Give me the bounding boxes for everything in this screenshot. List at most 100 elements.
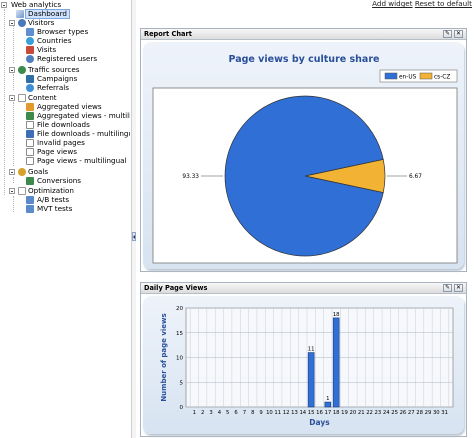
x-tick-label: 22 bbox=[366, 410, 373, 416]
tree-item-label: Optimization bbox=[28, 186, 74, 195]
tree-item-label: Page views bbox=[37, 147, 77, 156]
daily-page-views-widget: Daily Page Views ✎ ✕ 0 5 10 15 20 1 2 3 4 5 6 7 8 9 10… bbox=[140, 282, 467, 437]
y-tick-label: 5 bbox=[180, 380, 184, 386]
report-chart-widget: Report Chart ✎ ✕ Page views by culture s… bbox=[140, 28, 467, 272]
tree-item-label: Visits bbox=[37, 45, 57, 54]
collapse-toggle[interactable] bbox=[9, 188, 15, 194]
x-tick-label: 15 bbox=[308, 410, 315, 416]
y-tick-label: 0 bbox=[180, 405, 184, 411]
tree-item-label: Campaigns bbox=[37, 74, 78, 83]
page-icon bbox=[26, 148, 34, 156]
x-tick-label: 4 bbox=[218, 410, 222, 416]
page-icon bbox=[26, 139, 34, 147]
x-tick-label: 9 bbox=[259, 410, 262, 416]
bar-value-label: 1 bbox=[326, 396, 329, 402]
widget-header: Report Chart ✎ ✕ bbox=[141, 29, 466, 40]
widget-title: Daily Page Views bbox=[144, 284, 208, 292]
legend-label: cs-CZ bbox=[434, 75, 450, 81]
dashboard-toolbar: Add widget Reset to default bbox=[372, 0, 472, 8]
tree-item-label: Countries bbox=[37, 36, 72, 45]
x-tick-label: 19 bbox=[341, 410, 348, 416]
bar-value-label: 11 bbox=[308, 347, 315, 353]
x-tick-label: 27 bbox=[408, 410, 415, 416]
x-tick-label: 14 bbox=[299, 410, 306, 416]
legend-swatch bbox=[419, 72, 433, 80]
tree-item-label: File downloads bbox=[37, 120, 90, 129]
x-axis-label: Days bbox=[309, 418, 330, 427]
wrench-icon[interactable]: ✎ bbox=[443, 30, 452, 38]
tree-item-label: Aggregated views bbox=[37, 102, 102, 111]
x-tick-label: 21 bbox=[358, 410, 365, 416]
pie-slice bbox=[224, 95, 384, 257]
tree-item-label: Aggregated views - multilingual bbox=[37, 111, 130, 120]
reset-to-default-link[interactable]: Reset to default bbox=[414, 0, 472, 8]
file-icon bbox=[26, 121, 34, 129]
mvt-test-icon bbox=[26, 205, 34, 213]
x-tick-label: 2 bbox=[201, 410, 204, 416]
x-tick-label: 20 bbox=[350, 410, 357, 416]
tree-item-label: Page views - multilingual bbox=[37, 156, 127, 165]
navigation-tree: Web analytics Dashboard Visitors Browser… bbox=[0, 0, 130, 438]
collapse-toggle[interactable] bbox=[9, 67, 15, 73]
ab-test-icon bbox=[26, 196, 34, 204]
dashboard-icon bbox=[16, 10, 24, 18]
widget-body: Page views by culture share en-US cs-CZ 6.6… bbox=[143, 42, 464, 269]
panel-splitter[interactable] bbox=[131, 0, 136, 438]
bar bbox=[332, 317, 340, 408]
collapse-toggle[interactable] bbox=[9, 20, 15, 26]
collapse-panel-button[interactable] bbox=[132, 232, 136, 241]
tree-item-label: MVT tests bbox=[37, 204, 73, 213]
legend-box bbox=[379, 69, 458, 83]
aggregated-icon bbox=[26, 103, 34, 111]
user-icon bbox=[26, 55, 34, 63]
tree-item-label: Browser types bbox=[37, 27, 89, 36]
tree-item-label: Invalid pages bbox=[37, 138, 85, 147]
collapse-toggle[interactable] bbox=[1, 2, 7, 8]
traffic-icon bbox=[18, 66, 26, 74]
x-tick-label: 3 bbox=[209, 410, 212, 416]
x-tick-label: 16 bbox=[316, 410, 323, 416]
wrench-icon[interactable]: ✎ bbox=[443, 284, 452, 292]
bar bbox=[324, 401, 332, 408]
tree-item-label: Visitors bbox=[28, 18, 55, 27]
widget-body: 0 5 10 15 20 1 2 3 4 5 6 7 8 9 10 11 12 13 14 15 11 16 17 1 18 18… bbox=[143, 296, 464, 434]
slice-value-label: 6.67 bbox=[409, 174, 422, 180]
x-tick-label: 28 bbox=[416, 410, 423, 416]
tree-item-label: File downloads - multilingual bbox=[37, 129, 130, 138]
x-tick-label: 6 bbox=[234, 410, 238, 416]
x-tick-label: 12 bbox=[283, 410, 290, 416]
x-tick-label: 11 bbox=[274, 410, 281, 416]
x-tick-label: 29 bbox=[425, 410, 432, 416]
x-tick-label: 7 bbox=[243, 410, 246, 416]
referral-icon bbox=[26, 84, 34, 92]
x-tick-label: 23 bbox=[375, 410, 382, 416]
add-widget-link[interactable]: Add widget bbox=[372, 0, 413, 8]
tree-item-label: Web analytics bbox=[11, 0, 62, 9]
close-icon[interactable]: ✕ bbox=[454, 284, 463, 292]
collapse-toggle[interactable] bbox=[9, 95, 15, 101]
visits-icon bbox=[26, 46, 34, 54]
multilingual-icon bbox=[26, 112, 34, 120]
x-tick-label: 31 bbox=[441, 410, 448, 416]
bar bbox=[307, 352, 315, 408]
legend-swatch bbox=[384, 72, 398, 80]
tree-item-label: A/B tests bbox=[37, 195, 70, 204]
legend-label: en-US bbox=[399, 75, 417, 81]
widget-title: Report Chart bbox=[144, 30, 192, 38]
x-tick-label: 24 bbox=[383, 410, 390, 416]
close-icon[interactable]: ✕ bbox=[454, 30, 463, 38]
tree-item-label: Dashboard bbox=[25, 9, 70, 19]
tree-item-label: Conversions bbox=[37, 176, 82, 185]
y-tick-label: 15 bbox=[176, 331, 183, 337]
x-tick-label: 18 bbox=[333, 410, 340, 416]
globe-icon bbox=[26, 37, 34, 45]
tree-item-label: Goals bbox=[28, 167, 49, 176]
x-tick-label: 25 bbox=[391, 410, 398, 416]
y-axis-label: Number of page views bbox=[160, 313, 168, 401]
slice-value-label: 93.33 bbox=[182, 174, 199, 180]
goal-icon bbox=[18, 168, 26, 176]
x-tick-label: 5 bbox=[226, 410, 229, 416]
collapse-toggle[interactable] bbox=[9, 169, 15, 175]
